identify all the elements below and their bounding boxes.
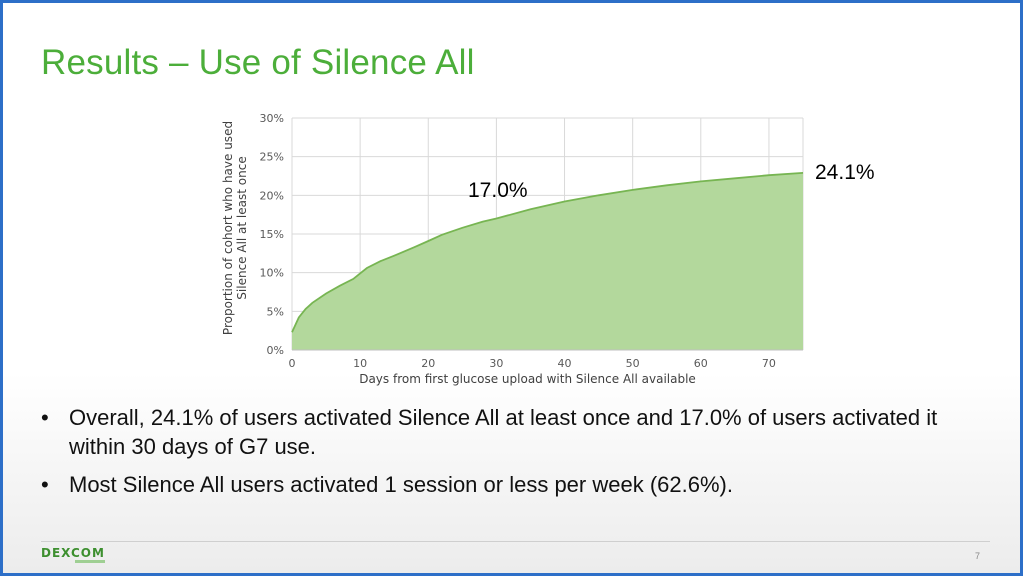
bullet-text: Most Silence All users activated 1 sessi… — [69, 472, 733, 497]
y-axis-title-line: Silence All at least once — [235, 156, 249, 299]
x-axis-title: Days from first glucose upload with Sile… — [359, 372, 696, 386]
bullet-item: • Most Silence All users activated 1 ses… — [41, 470, 981, 499]
bullet-text: Overall, 24.1% of users activated Silenc… — [69, 405, 938, 459]
x-tick-label: 50 — [626, 357, 640, 370]
x-tick-label: 60 — [694, 357, 708, 370]
area-fill — [292, 172, 803, 350]
y-tick-label: 10% — [260, 267, 284, 280]
y-tick-label: 15% — [260, 228, 284, 241]
x-tick-label: 30 — [489, 357, 503, 370]
chart-svg: 0% 5% 10% 15% 20% 25% 30% 0 10 20 30 40 50 60 70 Days f… — [221, 112, 804, 386]
chart: 0% 5% 10% 15% 20% 25% 30% 0 10 20 30 40 50 60 70 Days f… — [218, 106, 818, 396]
slide-title: Results – Use of Silence All — [41, 43, 475, 82]
callout-overall: 24.1% — [815, 161, 875, 184]
y-tick-label: 0% — [267, 344, 284, 357]
x-tick-label: 0 — [289, 357, 296, 370]
y-tick-label: 25% — [260, 151, 284, 164]
logo-tagline-mark — [75, 560, 105, 563]
y-tick-label: 20% — [260, 189, 284, 202]
bullet-dot: • — [41, 472, 49, 497]
x-tick-label: 40 — [558, 357, 572, 370]
x-tick-label: 10 — [353, 357, 367, 370]
callout-30-days: 17.0% — [468, 179, 528, 202]
footer-divider — [41, 541, 990, 542]
y-axis-title-line: Proportion of cohort who have used — [221, 121, 235, 335]
bullet-list: • Overall, 24.1% of users activated Sile… — [41, 403, 981, 508]
y-tick-label: 5% — [267, 305, 284, 318]
x-tick-label: 70 — [762, 357, 776, 370]
x-tick-label: 20 — [421, 357, 435, 370]
y-tick-label: 30% — [260, 112, 284, 125]
page-number: 7 — [974, 551, 980, 561]
slide: Results – Use of Silence All 0% 5% 10% 15% 2… — [3, 3, 1020, 573]
dexcom-logo: DEXCOM — [41, 546, 105, 560]
area-line — [291, 172, 804, 333]
bullet-item: • Overall, 24.1% of users activated Sile… — [41, 403, 981, 461]
bullet-dot: • — [41, 405, 49, 430]
